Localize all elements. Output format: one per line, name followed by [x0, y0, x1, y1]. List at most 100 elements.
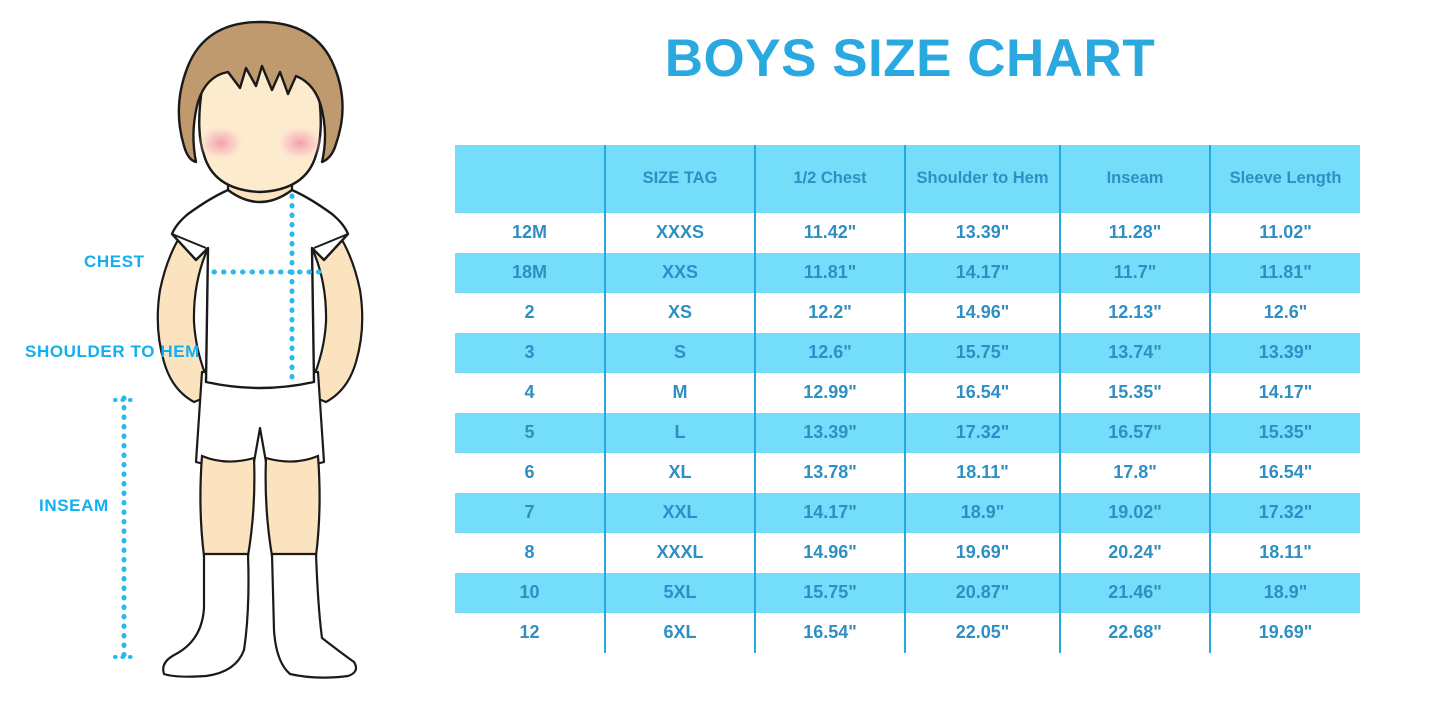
cell-half-chest: 14.17": [754, 493, 905, 533]
cell-sleeve-length: 19.69": [1209, 613, 1360, 653]
column-header-shoulder-hem: Shoulder to Hem: [904, 145, 1060, 213]
cell-inseam: 13.74": [1059, 333, 1210, 373]
right-cheek: [277, 126, 323, 160]
cell-half-chest: 12.2": [754, 293, 905, 333]
cell-size-tag: XXL: [604, 493, 755, 533]
cell-half-chest: 15.75": [754, 573, 905, 613]
cell-size: 3: [455, 333, 605, 373]
cell-inseam: 11.7": [1059, 253, 1210, 293]
chest-measure-label: CHEST: [84, 252, 145, 271]
cell-sleeve-length: 15.35": [1209, 413, 1360, 453]
table-row: 12 6XL 16.54" 22.05" 22.68" 19.69": [455, 613, 1360, 653]
cell-shoulder-to-hem: 14.17": [904, 253, 1060, 293]
table-header: SIZE TAG 1/2 Chest Shoulder to Hem Insea…: [455, 145, 1360, 213]
table-row: 3 S 12.6" 15.75" 13.74" 13.39": [455, 333, 1360, 373]
column-header-size: [455, 145, 605, 213]
cell-size: 7: [455, 493, 605, 533]
cell-half-chest: 12.99": [754, 373, 905, 413]
cell-size-tag: XXXS: [604, 213, 755, 253]
cell-shoulder-to-hem: 18.9": [904, 493, 1060, 533]
table-row: 10 5XL 15.75" 20.87" 21.46" 18.9": [455, 573, 1360, 613]
cell-shoulder-to-hem: 16.54": [904, 373, 1060, 413]
tshirt-sleeve-right-seam: [313, 233, 349, 249]
cell-half-chest: 16.54": [754, 613, 905, 653]
cell-size-tag: XXS: [604, 253, 755, 293]
tshirt-sleeve-left-seam: [171, 233, 207, 249]
column-header-inseam: Inseam: [1059, 145, 1210, 213]
right-sock: [270, 552, 358, 679]
cell-shoulder-to-hem: 13.39": [904, 213, 1060, 253]
hair-shape: [177, 20, 344, 164]
cell-inseam: 17.8": [1059, 453, 1210, 493]
cell-sleeve-length: 11.02": [1209, 213, 1360, 253]
column-header-size-tag: SIZE TAG: [604, 145, 755, 213]
cell-half-chest: 13.39": [754, 413, 905, 453]
column-header-sleeve-length: Sleeve Length: [1209, 145, 1360, 213]
cell-size-tag: 5XL: [604, 573, 755, 613]
cell-size: 2: [455, 293, 605, 333]
table-row: 12M XXXS 11.42" 13.39" 11.28" 11.02": [455, 213, 1360, 253]
cell-shoulder-to-hem: 15.75": [904, 333, 1060, 373]
cell-sleeve-length: 18.9": [1209, 573, 1360, 613]
tshirt: [170, 188, 350, 390]
cell-size: 18M: [455, 253, 605, 293]
left-arm: [156, 214, 216, 404]
table-row: 18M XXS 11.81" 14.17" 11.7" 11.81": [455, 253, 1360, 293]
cell-size-tag: M: [604, 373, 755, 413]
boy-figure-illustration: [113, 20, 364, 679]
left-thigh: [199, 454, 256, 558]
cell-size: 12M: [455, 213, 605, 253]
table-header-row: SIZE TAG 1/2 Chest Shoulder to Hem Insea…: [455, 145, 1360, 213]
inseam-measure-label: INSEAM: [39, 496, 109, 515]
cell-half-chest: 13.78": [754, 453, 905, 493]
cell-shoulder-to-hem: 20.87": [904, 573, 1060, 613]
size-chart-table: SIZE TAG 1/2 Chest Shoulder to Hem Insea…: [455, 145, 1360, 653]
table-row: 5 L 13.39" 17.32" 16.57" 15.35": [455, 413, 1360, 453]
cell-size: 8: [455, 533, 605, 573]
table-row: 7 XXL 14.17" 18.9" 19.02" 17.32": [455, 493, 1360, 533]
cell-sleeve-length: 13.39": [1209, 333, 1360, 373]
cell-size-tag: S: [604, 333, 755, 373]
cell-half-chest: 11.81": [754, 253, 905, 293]
cell-size: 10: [455, 573, 605, 613]
shoulder-to-hem-measure-label: SHOULDER TO HEM: [25, 342, 200, 361]
cell-size-tag: L: [604, 413, 755, 453]
cell-size-tag: XL: [604, 453, 755, 493]
cell-inseam: 20.24": [1059, 533, 1210, 573]
cell-inseam: 22.68": [1059, 613, 1210, 653]
table-row: 2 XS 12.2" 14.96" 12.13" 12.6": [455, 293, 1360, 333]
cell-size: 5: [455, 413, 605, 453]
cell-half-chest: 11.42": [754, 213, 905, 253]
right-arm: [304, 214, 364, 404]
column-header-half-chest: 1/2 Chest: [754, 145, 905, 213]
right-thigh: [264, 454, 321, 558]
cell-shoulder-to-hem: 18.11": [904, 453, 1060, 493]
cell-sleeve-length: 18.11": [1209, 533, 1360, 573]
cell-sleeve-length: 14.17": [1209, 373, 1360, 413]
cell-size-tag: XXXL: [604, 533, 755, 573]
illustration-panel: CHEST SHOULDER TO HEM INSEAM: [0, 0, 455, 723]
cell-shoulder-to-hem: 19.69": [904, 533, 1060, 573]
cell-size: 4: [455, 373, 605, 413]
table-body: 12M XXXS 11.42" 13.39" 11.28" 11.02" 18M XXS 11.…: [455, 213, 1360, 653]
cell-size-tag: XS: [604, 293, 755, 333]
table-row: 6 XL 13.78" 18.11" 17.8" 16.54": [455, 453, 1360, 493]
page-title: BOYS SIZE CHART: [664, 29, 1156, 88]
cell-size-tag: 6XL: [604, 613, 755, 653]
cell-half-chest: 12.6": [754, 333, 905, 373]
left-cheek: [198, 126, 244, 160]
cell-shoulder-to-hem: 17.32": [904, 413, 1060, 453]
cell-shoulder-to-hem: 14.96": [904, 293, 1060, 333]
cell-inseam: 11.28": [1059, 213, 1210, 253]
left-sock: [162, 552, 250, 678]
cell-inseam: 16.57": [1059, 413, 1210, 453]
cell-inseam: 15.35": [1059, 373, 1210, 413]
table-row: 4 M 12.99" 16.54" 15.35" 14.17": [455, 373, 1360, 413]
cell-sleeve-length: 12.6": [1209, 293, 1360, 333]
cell-sleeve-length: 11.81": [1209, 253, 1360, 293]
cell-half-chest: 14.96": [754, 533, 905, 573]
cell-inseam: 19.02": [1059, 493, 1210, 533]
cell-inseam: 12.13": [1059, 293, 1210, 333]
cell-shoulder-to-hem: 22.05": [904, 613, 1060, 653]
